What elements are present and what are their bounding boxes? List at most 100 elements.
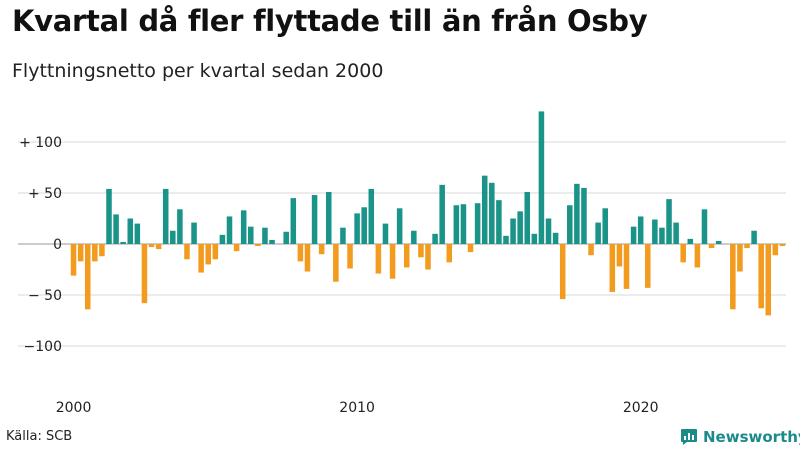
bar-2004-k1 (184, 244, 190, 260)
bar-2003-k3 (170, 230, 176, 244)
bar-2013-k1 (439, 184, 445, 244)
bar-2009-k1 (325, 191, 332, 244)
bar-2009-k2 (333, 244, 339, 282)
bar-2010-k1 (354, 213, 360, 244)
bar-2014-k1 (467, 244, 474, 253)
bar-2022-k1 (694, 244, 701, 268)
bar-2013-k4 (460, 204, 467, 244)
bar-2023-k3 (737, 244, 743, 272)
bar-2004-k3 (198, 244, 204, 273)
y-tick-label: 0 (53, 237, 62, 253)
y-axis-ticks: + 100 + 50 0 − 50 −100 (19, 135, 62, 355)
bar-2014-k2 (474, 203, 481, 244)
newsworthy-logo-icon (681, 429, 697, 445)
x-tick-label: 2000 (56, 400, 92, 416)
chart-subtitle: Flyttningsnetto per kvartal sedan 2000 (12, 60, 384, 82)
x-axis-ticks: 2000 2010 2020 (56, 400, 659, 416)
bar-2000-k4 (92, 244, 98, 262)
brand-logo: Newsworthy (680, 426, 800, 448)
bar-2016-k3 (538, 111, 545, 245)
y-tick-label: − 50 (28, 288, 62, 304)
bar-2008-k2 (304, 244, 311, 272)
bar-2000-k1 (70, 244, 77, 276)
bar-2012-k4 (432, 233, 438, 244)
bar-2003-k2 (162, 188, 169, 244)
bar-2015-k2 (503, 235, 509, 244)
bar-2003-k1 (155, 244, 162, 250)
bar-2011-k2 (389, 244, 396, 279)
bar-2008-k3 (311, 195, 318, 244)
bar-2024-k3 (765, 244, 772, 316)
bar-2019-k2 (616, 244, 623, 267)
bar-2024-k2 (758, 244, 764, 309)
x-tick-label: 2020 (623, 400, 659, 416)
bar-2005-k4 (233, 244, 240, 252)
bar-2008-k1 (297, 244, 304, 262)
bar-2015-k1 (496, 200, 502, 244)
bar-2023-k2 (730, 244, 736, 310)
bar-2015-k4 (517, 211, 523, 244)
bar-2018-k3 (595, 222, 601, 244)
bar-2002-k3 (141, 244, 148, 304)
bar-2010-k4 (375, 244, 382, 274)
bar-2017-k1 (552, 232, 559, 244)
bar-2001-k2 (106, 188, 112, 244)
bar-2012-k2 (418, 244, 424, 258)
bar-2016-k1 (524, 191, 531, 244)
bar-2002-k4 (148, 244, 155, 248)
bar-2022-k3 (708, 244, 715, 249)
bar-2009-k3 (340, 227, 346, 244)
bar-2000-k2 (77, 244, 84, 262)
bar-2017-k3 (567, 205, 573, 244)
bar-2001-k1 (99, 244, 105, 257)
y-tick-label: + 100 (19, 135, 62, 151)
bar-2009-k4 (347, 244, 353, 269)
bar-2017-k4 (574, 183, 580, 244)
bar-2025-k1 (779, 244, 786, 247)
bar-2002-k2 (134, 223, 141, 244)
bar-2019-k1 (609, 244, 616, 292)
bar-2013-k3 (453, 205, 460, 244)
bar-2019-k3 (623, 244, 630, 289)
bar-2014-k3 (481, 175, 488, 244)
bar-2020-k3 (652, 219, 658, 244)
bar-2016-k2 (531, 233, 538, 244)
y-tick-label: + 50 (28, 186, 62, 202)
bar-2001-k3 (113, 214, 119, 244)
bar-2006-k3 (255, 244, 261, 247)
bar-2023-k4 (744, 244, 750, 249)
bar-2014-k4 (489, 182, 495, 244)
x-tick-label: 2010 (339, 400, 375, 416)
bar-2003-k4 (177, 209, 183, 244)
bar-2020-k2 (645, 244, 651, 288)
bar-2017-k2 (559, 244, 566, 300)
bar-2022-k4 (715, 240, 722, 244)
bar-2002-k1 (127, 218, 134, 244)
bar-2005-k3 (226, 216, 233, 244)
bar-2016-k4 (545, 218, 552, 244)
bar-2012-k3 (425, 244, 431, 270)
bar-chart: + 100 + 50 0 − 50 −100 2000 2010 2020 (18, 111, 786, 416)
bar-2004-k4 (205, 244, 211, 265)
bar-2024-k4 (772, 244, 779, 256)
bar-2011-k3 (396, 208, 403, 244)
bar-2019-k4 (630, 226, 637, 244)
bar-2006-k4 (262, 227, 268, 244)
bar-2000-k3 (84, 244, 91, 310)
bar-2006-k1 (240, 210, 247, 244)
bar-2005-k1 (212, 244, 219, 260)
bar-2004-k2 (191, 222, 197, 244)
source-note: Källa: SCB (6, 429, 73, 444)
chart-title: Kvartal då fler flyttade till än från Os… (12, 4, 648, 38)
bar-2011-k1 (382, 223, 389, 244)
bar-2021-k4 (687, 238, 694, 244)
bar-2024-k1 (751, 230, 757, 244)
bar-2018-k2 (588, 244, 594, 256)
bar-2006-k2 (248, 226, 254, 244)
bar-2013-k2 (446, 244, 453, 263)
bar-2005-k2 (219, 234, 226, 244)
brand-name: Newsworthy (703, 428, 800, 446)
bar-2021-k1 (666, 199, 672, 244)
bar-2021-k2 (673, 222, 679, 244)
bar-2007-k3 (283, 231, 289, 244)
